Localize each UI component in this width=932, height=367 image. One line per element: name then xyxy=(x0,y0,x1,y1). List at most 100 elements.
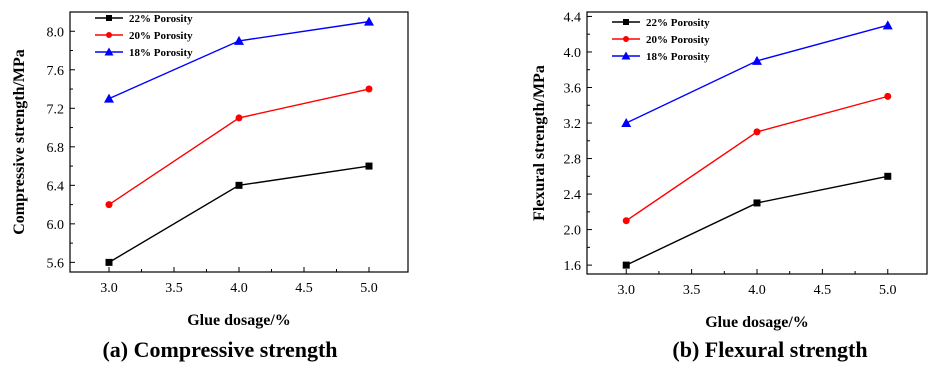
y-tick: 6.4 xyxy=(47,179,75,194)
legend-marker xyxy=(104,47,114,56)
y-tick: 3.2 xyxy=(564,117,592,132)
x-tick: 5.0 xyxy=(360,267,378,296)
plot-frame xyxy=(69,11,409,273)
y-tick: 2.8 xyxy=(564,153,592,168)
x-axis-ticks: 3.0 3.5 4.0 4.5 5.0 xyxy=(617,269,897,298)
series-1 xyxy=(105,162,373,266)
legend-marker xyxy=(621,51,631,60)
data-point xyxy=(105,201,113,209)
legend: 22% Porosity 20% Porosity 18% Porosity xyxy=(612,17,710,63)
legend-marker xyxy=(106,15,112,21)
x-axis-ticks: 3.0 3.5 4.0 4.5 5.0 xyxy=(100,267,378,296)
series-3 xyxy=(104,16,374,103)
x-tick-label: 4.5 xyxy=(295,281,313,296)
x-tick: 4.5 xyxy=(295,267,313,296)
chart-caption: (b) Flexural strength xyxy=(672,337,867,362)
x-tick-label: 4.0 xyxy=(230,281,248,296)
y-tick: 8.0 xyxy=(47,25,75,40)
data-point xyxy=(364,16,374,26)
y-tick-label: 3.2 xyxy=(564,117,582,132)
x-axis-label: Glue dosage/% xyxy=(187,312,291,329)
series-line xyxy=(625,175,888,266)
y-tick-label: 6.8 xyxy=(47,141,65,156)
data-point xyxy=(882,20,893,30)
legend: 22% Porosity 20% Porosity 18% Porosity xyxy=(95,13,193,59)
data-point xyxy=(622,261,630,269)
x-tick-label: 3.0 xyxy=(617,283,635,298)
y-tick: 3.6 xyxy=(564,81,592,96)
x-tick: 4.0 xyxy=(230,267,248,296)
data-point xyxy=(365,162,373,170)
y-tick: 6.0 xyxy=(47,218,75,233)
legend-item: 18% Porosity xyxy=(612,51,710,63)
x-tick-label: 3.0 xyxy=(100,281,118,296)
x-tick-label: 4.0 xyxy=(748,283,766,298)
legend-marker xyxy=(623,36,629,42)
x-tick-label: 3.5 xyxy=(683,283,701,298)
y-tick: 4.4 xyxy=(564,10,592,25)
plot-frame xyxy=(586,11,928,275)
x-tick-label: 4.5 xyxy=(814,283,832,298)
data-point xyxy=(752,55,762,65)
y-axis-ticks: 5.6 6.0 6.4 6.8 7.2 7.6 8.0 xyxy=(47,25,75,271)
legend-item: 20% Porosity xyxy=(612,34,710,46)
legend-marker xyxy=(106,32,112,38)
legend-marker xyxy=(623,19,629,25)
y-tick-label: 5.6 xyxy=(47,256,65,271)
data-point xyxy=(104,93,114,103)
series-line xyxy=(108,165,370,263)
y-tick: 7.2 xyxy=(47,102,75,117)
data-point xyxy=(234,35,244,45)
y-axis-label: Compressive strength/MPa xyxy=(11,49,28,235)
legend-item: 20% Porosity xyxy=(95,30,193,42)
legend-label: 18% Porosity xyxy=(646,51,710,63)
data-point xyxy=(621,118,632,128)
y-tick-label: 6.0 xyxy=(47,218,65,233)
legend-label: 22% Porosity xyxy=(646,17,710,29)
x-tick: 4.0 xyxy=(748,269,766,298)
chart-compressive-strength: 3.0 3.5 4.0 4.5 5.0 5.6 6.0 6.4 6.8 7.2 7.6 8.0 22… xyxy=(11,11,409,362)
y-tick: 4.0 xyxy=(564,46,592,61)
legend-label: 20% Porosity xyxy=(646,34,710,46)
series-layer xyxy=(104,16,374,266)
data-point xyxy=(105,258,113,266)
y-tick: 2.0 xyxy=(564,224,592,239)
y-tick: 6.8 xyxy=(47,141,75,156)
data-point xyxy=(622,217,630,225)
legend-item: 22% Porosity xyxy=(612,17,710,29)
y-tick: 7.6 xyxy=(47,64,75,79)
x-tick: 3.0 xyxy=(617,269,635,298)
x-tick-label: 5.0 xyxy=(360,281,378,296)
legend-item: 18% Porosity xyxy=(95,47,193,59)
y-tick-label: 6.4 xyxy=(47,179,65,194)
x-tick: 5.0 xyxy=(879,269,897,298)
x-tick: 3.5 xyxy=(165,267,183,296)
x-tick: 3.5 xyxy=(683,269,701,298)
legend-label: 20% Porosity xyxy=(129,30,193,42)
legend-item: 22% Porosity xyxy=(95,13,193,25)
y-tick-label: 3.6 xyxy=(564,81,582,96)
series-2 xyxy=(105,85,373,209)
y-tick-label: 7.6 xyxy=(47,64,65,79)
y-tick: 1.6 xyxy=(564,259,592,274)
chart-caption: (a) Compressive strength xyxy=(102,337,337,362)
y-tick: 5.6 xyxy=(47,256,75,271)
data-point xyxy=(365,85,373,93)
data-point xyxy=(235,114,243,122)
chart-flexural-strength: 3.0 3.5 4.0 4.5 5.0 1.6 2.0 2.4 2.8 3.2 3.6 4.0 4.4… xyxy=(531,10,928,362)
x-tick: 3.0 xyxy=(100,267,118,296)
y-axis-label: Flexural strength/MPa xyxy=(531,65,548,221)
y-tick: 2.4 xyxy=(564,188,592,203)
series-layer xyxy=(621,20,893,269)
y-tick-label: 2.8 xyxy=(564,153,582,168)
y-tick-label: 1.6 xyxy=(564,259,582,274)
data-point xyxy=(753,128,761,136)
legend-label: 22% Porosity xyxy=(129,13,193,25)
data-point xyxy=(753,199,761,207)
series-1 xyxy=(622,172,892,269)
y-tick-label: 7.2 xyxy=(47,102,65,117)
series-3 xyxy=(621,20,893,128)
series-2 xyxy=(622,92,892,225)
data-point xyxy=(884,92,892,100)
